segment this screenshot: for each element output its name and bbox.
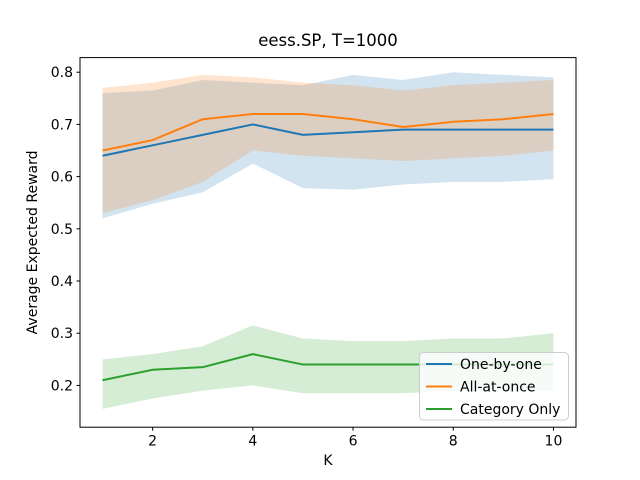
x-tick-label: 10 [545, 434, 563, 450]
y-axis-label: Average Expected Reward [25, 150, 41, 334]
band-One-by-one [102, 72, 554, 219]
y-tick-label: 0.8 [51, 65, 73, 81]
legend-label-one-by-one: One-by-one [460, 357, 542, 373]
legend-label-category-only: Category Only [460, 402, 560, 418]
band-All-at-once [102, 74, 554, 214]
y-tick-label: 0.7 [51, 117, 73, 133]
x-tick-label: 6 [349, 434, 358, 450]
y-tick-label: 0.6 [51, 170, 73, 186]
legend-box [419, 352, 569, 421]
y-tick-label: 0.2 [51, 378, 73, 394]
legend: One-by-one All-at-once Category Only [419, 352, 569, 421]
y-tick-label: 0.4 [51, 274, 73, 290]
y-tick-label: 0.3 [51, 326, 73, 342]
legend-label-all-at-once: All-at-once [460, 380, 536, 396]
x-tick-label: 8 [449, 434, 458, 450]
x-axis-label: K [323, 453, 333, 469]
chart-title: eess.SP, T=1000 [258, 31, 398, 50]
x-tick-label: 2 [148, 434, 157, 450]
y-tick-label: 0.5 [51, 222, 73, 238]
axis-ticks: 2 4 6 8 10 0.2 0.3 0.4 0.5 0.6 0.7 0.8 [51, 65, 563, 449]
line-One-by-one [102, 123, 554, 157]
axes-frame [79, 57, 577, 428]
line-All-at-once [102, 112, 554, 152]
x-tick-label: 4 [248, 434, 257, 450]
